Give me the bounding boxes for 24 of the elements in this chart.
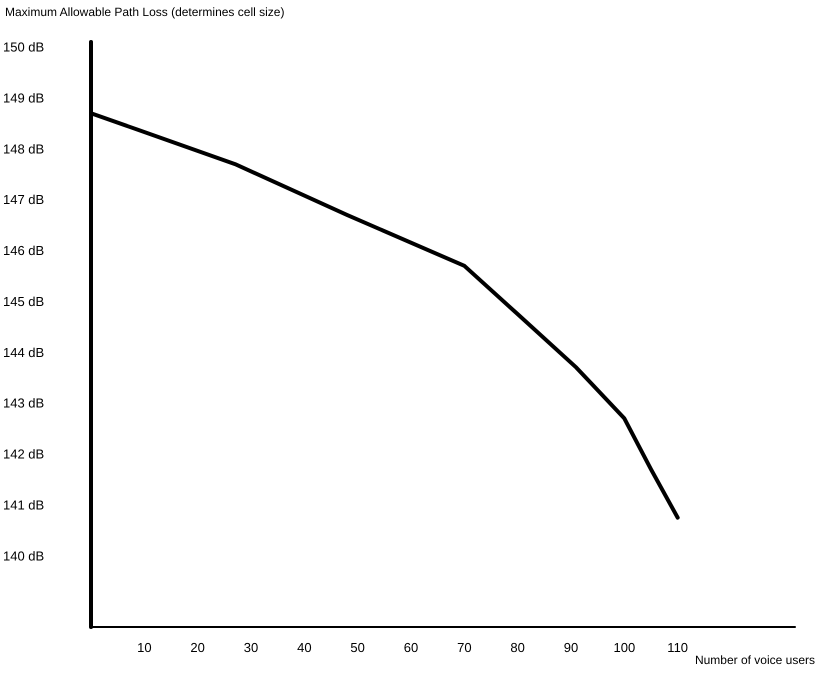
y-tick-label: 140 dB — [3, 548, 44, 564]
x-tick-label: 80 — [510, 640, 525, 655]
y-tick-label: 147 dB — [3, 192, 44, 208]
y-tick-label: 143 dB — [3, 396, 44, 411]
x-tick-label: 10 — [137, 640, 152, 655]
x-tick-label: 110 — [667, 640, 688, 655]
y-tick-label: 150 dB — [3, 40, 44, 55]
y-axis-title: Maximum Allowable Path Loss (determines cell size) — [5, 5, 284, 19]
y-tick-label: 145 dB — [3, 294, 44, 309]
x-tick-label: 20 — [190, 640, 205, 655]
x-tick-label: 60 — [404, 640, 418, 655]
x-tick-label: 100 — [613, 640, 636, 655]
x-tick-label: 90 — [564, 640, 578, 655]
y-tick-label: 146 dB — [3, 243, 44, 258]
y-tick-label: 141 dB — [3, 497, 44, 512]
y-tick-label: 149 dB — [3, 90, 44, 106]
y-tick-label: 142 dB — [3, 446, 44, 462]
y-tick-label: 148 dB — [3, 141, 44, 156]
y-tick-label: 144 dB — [3, 344, 44, 360]
x-tick-label: 50 — [350, 640, 365, 655]
x-tick-label: 30 — [244, 640, 258, 655]
x-tick-label: 40 — [297, 640, 312, 655]
x-tick-label: 70 — [457, 640, 472, 655]
x-axis-title: Number of voice users — [694, 653, 815, 667]
